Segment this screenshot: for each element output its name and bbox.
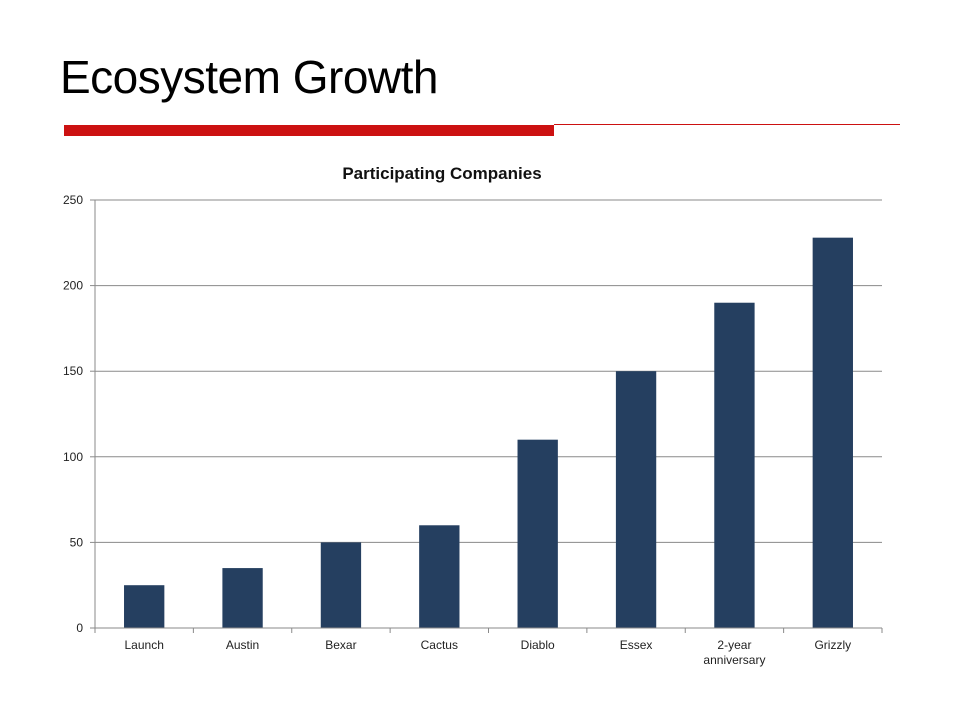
bar [714, 302, 755, 628]
bar [615, 371, 657, 628]
x-tick-label: 2-year anniversary [703, 638, 765, 667]
y-axis-ticks: 0 50 100 150 200 250 [63, 193, 95, 635]
bar [222, 568, 263, 628]
y-tick-label: 200 [63, 279, 83, 293]
x-tick-label: Grizzly [814, 638, 851, 652]
title-underline-thin [554, 124, 900, 125]
x-tick-label: Austin [226, 638, 259, 652]
bar [812, 237, 853, 628]
title-underline-thick [64, 125, 554, 136]
grid-lines [95, 199, 882, 543]
x-axis-ticks: Launch Austin Bexar Cactus Diablo Essex 2-year… [94, 628, 883, 667]
axes [94, 200, 882, 629]
bar [517, 439, 558, 628]
bars [124, 237, 853, 628]
chart-title: Participating Companies [342, 164, 541, 183]
x-tick-label: Launch [125, 638, 164, 652]
x-tick-label: Essex [620, 638, 653, 652]
slide-title: Ecosystem Growth [60, 51, 439, 103]
x-tick-label: Bexar [325, 638, 356, 652]
y-tick-label: 100 [63, 450, 83, 464]
y-tick-label: 250 [63, 193, 83, 207]
y-tick-label: 150 [63, 364, 83, 378]
y-tick-label: 0 [76, 621, 83, 635]
bar [419, 525, 460, 628]
y-tick-label: 50 [70, 535, 84, 549]
x-tick-label: Diablo [521, 638, 555, 652]
bar [320, 542, 362, 628]
x-tick-label: Cactus [421, 638, 458, 652]
bar [124, 585, 165, 628]
